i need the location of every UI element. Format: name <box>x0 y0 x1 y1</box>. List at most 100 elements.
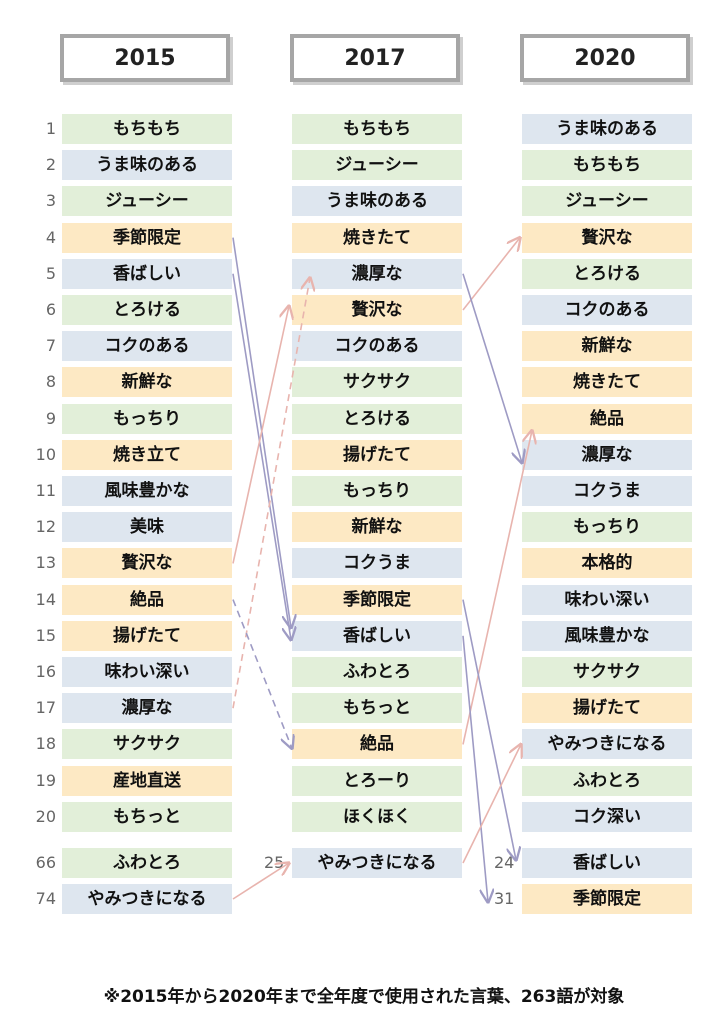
word-cell-2015: コクのある <box>62 331 232 362</box>
word-cell-2017: 揚げたて <box>292 439 462 470</box>
word-cell-2017: 贅沢な <box>292 295 462 325</box>
word-cell-2017-extra: やみつきになる <box>292 848 462 878</box>
arrow-kisetsu-2020 <box>462 599 516 860</box>
word-cell-2015: もちもち <box>62 114 232 144</box>
word-cell-2020: ふわとろ <box>522 765 692 796</box>
year-header-2015: 2015 <box>60 34 230 82</box>
rank-number: 14 <box>35 589 56 609</box>
word-cell-2020-extra: 季節限定 <box>522 884 692 914</box>
rank-number: 8 <box>45 372 56 392</box>
extra-rank-number: 31 <box>494 889 515 908</box>
rank-number: 18 <box>35 734 56 754</box>
arrow-yamitsuki-2015 <box>232 863 289 900</box>
word-cell-2020: 贅沢な <box>522 222 692 253</box>
word-cell-2017: もっちり <box>292 476 462 506</box>
word-cell-2020: 揚げたて <box>522 693 692 724</box>
word-cell-2015: もちっと <box>62 801 232 832</box>
word-cell-2020: もちもち <box>522 150 692 181</box>
word-cell-2015: うま味のある <box>62 150 232 181</box>
word-cell-2020: ジューシー <box>522 186 692 217</box>
extra-rank-number: 74 <box>35 889 56 908</box>
word-cell-2015-extra: やみつきになる <box>62 884 232 914</box>
word-cell-2020: 風味豊かな <box>522 620 692 651</box>
word-cell-2020: コク深い <box>522 801 692 832</box>
rank-number: 3 <box>45 191 56 211</box>
word-cell-2020: 味わい深い <box>522 584 692 615</box>
word-cell-2020: コクのある <box>522 295 692 325</box>
word-cell-2015: サクサク <box>62 729 232 760</box>
word-cell-2015: 揚げたて <box>62 620 232 651</box>
word-cell-2015: 産地直送 <box>62 765 232 796</box>
arrow-koubashii <box>232 273 291 640</box>
word-cell-2015: ジューシー <box>62 186 232 217</box>
word-cell-2015: 焼き立て <box>62 439 232 470</box>
word-cell-2017: コクのある <box>292 331 462 362</box>
year-header-2017: 2017 <box>290 34 460 82</box>
arrow-yamitsuki-2020 <box>462 744 521 864</box>
word-cell-2015: 季節限定 <box>62 222 232 253</box>
word-cell-2020: 濃厚な <box>522 439 692 470</box>
rank-number: 5 <box>45 263 56 283</box>
arrow-noukou <box>232 278 310 709</box>
arrow-noukou-2020 <box>462 273 522 463</box>
rank-number: 20 <box>35 806 56 826</box>
rank-number: 13 <box>35 553 56 573</box>
word-cell-2015: もっちり <box>62 403 232 434</box>
word-cell-2020: 新鮮な <box>522 331 692 362</box>
word-cell-2020: うま味のある <box>522 114 692 144</box>
rank-number: 1 <box>45 119 56 138</box>
rank-number: 6 <box>45 300 56 319</box>
word-cell-2017: もちもち <box>292 114 462 144</box>
extra-rank-number: 66 <box>35 853 56 872</box>
word-cell-2017: 濃厚な <box>292 258 462 289</box>
word-cell-2020: サクサク <box>522 657 692 687</box>
word-cell-2017: うま味のある <box>292 186 462 217</box>
word-cell-2015-extra: ふわとろ <box>62 848 232 878</box>
word-cell-2015: 濃厚な <box>62 693 232 724</box>
word-cell-2015: 贅沢な <box>62 548 232 579</box>
word-cell-2017: 季節限定 <box>292 584 462 615</box>
word-cell-2015: 風味豊かな <box>62 476 232 506</box>
word-cell-2015: 美味 <box>62 512 232 543</box>
word-cell-2015: とろける <box>62 295 232 325</box>
word-cell-2015: 味わい深い <box>62 657 232 687</box>
word-cell-2017: 絶品 <box>292 729 462 760</box>
rank-number: 7 <box>45 336 56 356</box>
word-cell-2017: コクうま <box>292 548 462 579</box>
word-cell-2020: 本格的 <box>522 548 692 579</box>
word-cell-2017: ふわとろ <box>292 657 462 687</box>
word-cell-2015: 香ばしい <box>62 258 232 289</box>
word-cell-2015: 絶品 <box>62 584 232 615</box>
word-cell-2017: とろける <box>292 403 462 434</box>
rank-number: 4 <box>45 227 56 247</box>
word-cell-2017: 新鮮な <box>292 512 462 543</box>
word-cell-2015: 新鮮な <box>62 367 232 398</box>
rank-number: 10 <box>35 444 56 464</box>
word-cell-2020: やみつきになる <box>522 729 692 760</box>
footnote: ※2015年から2020年まで全年度で使用された言葉、263語が対象 <box>103 987 625 1007</box>
word-cell-2017: もちっと <box>292 693 462 724</box>
rank-number: 16 <box>35 662 56 681</box>
rank-number: 12 <box>35 517 56 537</box>
rank-number: 9 <box>45 408 56 428</box>
word-cell-2020: コクうま <box>522 476 692 506</box>
word-cell-2017: とろーり <box>292 765 462 796</box>
rank-number: 2 <box>45 155 56 175</box>
word-cell-2020: 焼きたて <box>522 367 692 398</box>
word-cell-2017: 焼きたて <box>292 222 462 253</box>
rank-number: 15 <box>35 625 56 645</box>
word-cell-2017: 香ばしい <box>292 620 462 651</box>
arrow-koubashii-2020 <box>462 635 488 902</box>
word-cell-2017: ジューシー <box>292 150 462 181</box>
word-cell-2020-extra: 香ばしい <box>522 848 692 878</box>
arrow-zeppin <box>232 599 292 749</box>
word-cell-2017: ほくほく <box>292 801 462 832</box>
word-cell-2020: もっちり <box>522 512 692 543</box>
rank-number: 11 <box>35 481 56 500</box>
arrow-zeppin-2020 <box>462 431 532 745</box>
word-cell-2020: 絶品 <box>522 403 692 434</box>
word-cell-2020: とろける <box>522 258 692 289</box>
arrow-zeitaku <box>232 306 289 564</box>
rank-number: 19 <box>35 770 56 790</box>
